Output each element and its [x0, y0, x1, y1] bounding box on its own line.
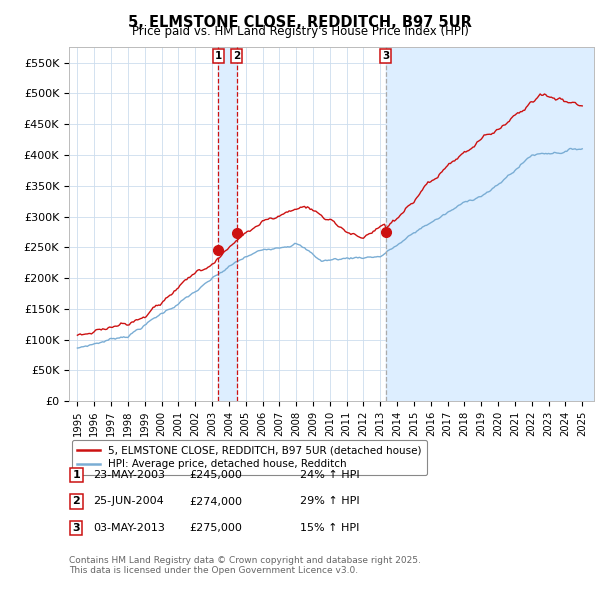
- Text: 1: 1: [215, 51, 222, 61]
- Text: 2: 2: [233, 51, 241, 61]
- Text: Contains HM Land Registry data © Crown copyright and database right 2025.
This d: Contains HM Land Registry data © Crown c…: [69, 556, 421, 575]
- Text: £275,000: £275,000: [189, 523, 242, 533]
- Text: 2: 2: [73, 497, 80, 506]
- Text: 25-JUN-2004: 25-JUN-2004: [93, 497, 164, 506]
- Text: 1: 1: [73, 470, 80, 480]
- Text: 15% ↑ HPI: 15% ↑ HPI: [300, 523, 359, 533]
- Text: Price paid vs. HM Land Registry's House Price Index (HPI): Price paid vs. HM Land Registry's House …: [131, 25, 469, 38]
- Bar: [386, 47, 594, 401]
- Text: 5, ELMSTONE CLOSE, REDDITCH, B97 5UR: 5, ELMSTONE CLOSE, REDDITCH, B97 5UR: [128, 15, 472, 30]
- Text: £274,000: £274,000: [189, 497, 242, 506]
- Bar: [218, 47, 237, 401]
- Text: 29% ↑ HPI: 29% ↑ HPI: [300, 497, 359, 506]
- Text: 24% ↑ HPI: 24% ↑ HPI: [300, 470, 359, 480]
- Text: 23-MAY-2003: 23-MAY-2003: [93, 470, 165, 480]
- Legend: 5, ELMSTONE CLOSE, REDDITCH, B97 5UR (detached house), HPI: Average price, detac: 5, ELMSTONE CLOSE, REDDITCH, B97 5UR (de…: [71, 440, 427, 474]
- Text: £245,000: £245,000: [189, 470, 242, 480]
- Text: 3: 3: [73, 523, 80, 533]
- Text: 3: 3: [382, 51, 389, 61]
- Text: 03-MAY-2013: 03-MAY-2013: [93, 523, 165, 533]
